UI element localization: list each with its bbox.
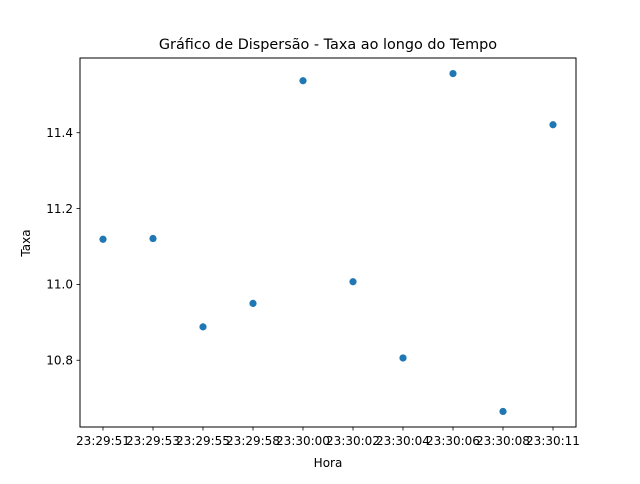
x-tick-label: 23:30:02 bbox=[326, 434, 380, 448]
data-point bbox=[449, 69, 457, 78]
y-tick-label: 10.8 bbox=[46, 353, 73, 367]
y-axis-label: Taxa bbox=[19, 229, 33, 257]
data-point bbox=[499, 407, 507, 416]
x-tick-label: 23:30:08 bbox=[476, 434, 530, 448]
x-axis-ticks: 23:29:5123:29:5323:29:5523:29:5823:30:00… bbox=[76, 427, 580, 448]
x-tick-label: 23:29:53 bbox=[126, 434, 180, 448]
data-point bbox=[99, 235, 107, 243]
x-axis-label: Hora bbox=[314, 456, 343, 470]
data-point bbox=[299, 77, 307, 85]
y-tick-label: 11.4 bbox=[46, 126, 73, 140]
x-tick-label: 23:29:55 bbox=[176, 434, 230, 448]
data-point bbox=[399, 354, 407, 362]
x-tick-label: 23:30:06 bbox=[426, 434, 480, 448]
data-point bbox=[199, 323, 207, 331]
x-tick-label: 23:29:58 bbox=[226, 434, 280, 448]
data-point bbox=[549, 121, 557, 129]
plot-area-frame bbox=[79, 57, 577, 428]
y-tick-label: 11.0 bbox=[46, 278, 73, 292]
data-point bbox=[249, 299, 257, 307]
y-tick-label: 11.2 bbox=[46, 202, 73, 216]
scatter-points bbox=[99, 69, 557, 416]
x-tick-label: 23:29:51 bbox=[76, 434, 130, 448]
x-tick-label: 23:30:00 bbox=[276, 434, 330, 448]
x-tick-label: 23:30:04 bbox=[376, 434, 430, 448]
data-point bbox=[149, 234, 157, 243]
y-axis-ticks: 10.8 11.0 11.2 11.4 bbox=[46, 126, 80, 367]
x-tick-label: 23:30:11 bbox=[526, 434, 580, 448]
data-point bbox=[349, 278, 357, 286]
chart-title: Gráfico de Dispersão - Taxa ao longo do … bbox=[159, 37, 497, 53]
